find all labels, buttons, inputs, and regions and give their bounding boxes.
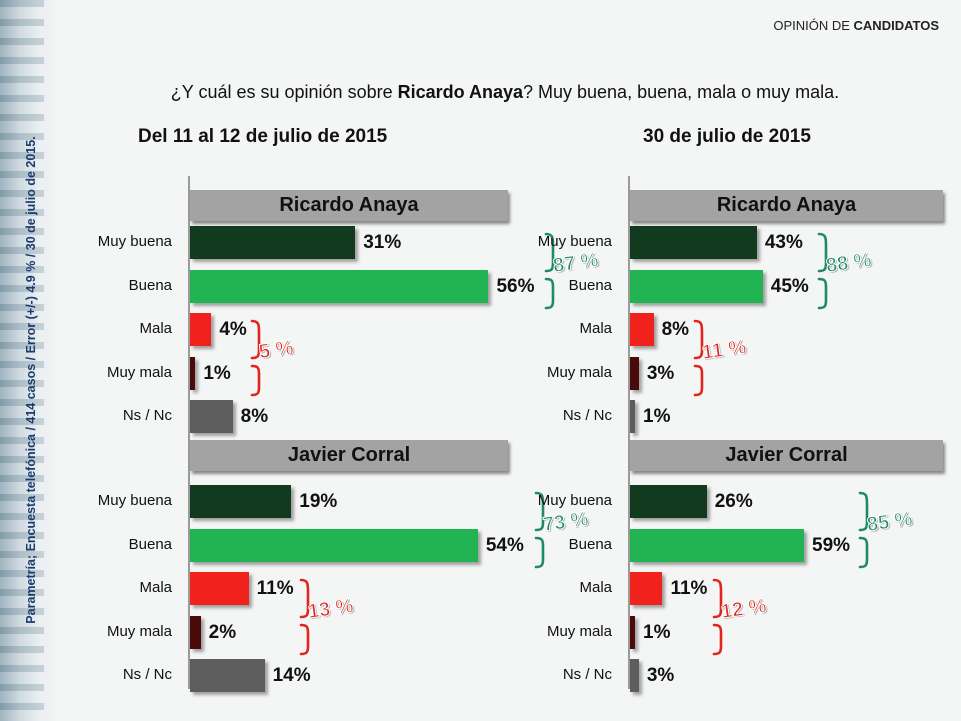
bar	[190, 528, 478, 562]
bar-value-label: 43%	[764, 232, 803, 253]
bar	[630, 269, 763, 303]
negative-total: 11 %	[700, 336, 748, 365]
bar-value-label: 2%	[208, 621, 237, 643]
value-axis	[628, 176, 630, 689]
bar-value-label: 45%	[770, 275, 809, 297]
bar	[630, 528, 805, 562]
category-label: Buena	[568, 535, 612, 553]
category-label: Mala	[139, 579, 172, 596]
category-label: Muy buena	[97, 233, 172, 250]
positive-total: 88 %	[824, 248, 873, 278]
period-title: 30 de julio de 2015	[643, 126, 811, 147]
bar	[190, 659, 265, 692]
question-text: ¿Y cuál es su opinión sobre Ricardo Anay…	[0, 82, 961, 103]
bar-value-label: 3%	[646, 362, 675, 384]
bar	[190, 313, 212, 346]
bar	[190, 269, 489, 303]
bar-value-label: 3%	[646, 665, 675, 686]
negative-brace	[693, 319, 703, 397]
positive-brace	[534, 491, 545, 569]
bar-value-label: 14%	[272, 665, 311, 686]
bar	[630, 400, 635, 433]
category-label: Ns / Nc	[562, 666, 612, 683]
category-label: Muy mala	[106, 363, 172, 381]
section-label: OPINIÓN DE CANDIDATOS	[773, 18, 939, 33]
positive-brace	[817, 232, 828, 310]
category-label: Buena	[568, 276, 612, 294]
category-label: Ns / Nc	[562, 407, 612, 424]
category-label: Muy buena	[537, 492, 612, 509]
question-candidate: Ricardo Anaya	[397, 82, 523, 102]
positive-total: 73 %	[541, 507, 590, 537]
category-label: Muy mala	[106, 622, 172, 640]
bar-value-label: 11%	[256, 578, 294, 599]
bar	[630, 572, 663, 605]
category-label: Buena	[128, 535, 172, 553]
bar-value-label: 56%	[496, 275, 535, 297]
section-label-prefix: OPINIÓN DE	[773, 18, 854, 33]
candidate-banner: Ricardo Anaya	[190, 190, 508, 221]
category-label: Muy buena	[537, 233, 612, 250]
question-suffix: ? Muy buena, buena, mala o muy mala.	[523, 82, 840, 102]
bar	[190, 356, 196, 390]
bar-value-label: 26%	[714, 491, 753, 512]
bar	[630, 356, 639, 390]
category-label: Mala	[579, 579, 612, 596]
bar-value-label: 8%	[661, 319, 690, 340]
question-prefix: ¿Y cuál es su opinión sobre	[170, 82, 398, 102]
negative-total: 13 %	[306, 594, 355, 624]
bar-value-label: 31%	[363, 232, 402, 253]
bar-value-label: 4%	[219, 319, 247, 340]
bar	[190, 226, 356, 259]
category-label: Mala	[139, 320, 172, 337]
bar	[190, 400, 233, 433]
category-label: Muy mala	[546, 622, 612, 640]
negative-brace	[251, 319, 261, 397]
negative-total: 12 %	[720, 594, 769, 624]
bar	[190, 572, 249, 605]
value-axis	[188, 176, 190, 689]
bar	[630, 485, 707, 518]
negative-total: 5 %	[257, 336, 296, 364]
bar-value-label: 19%	[299, 491, 338, 512]
candidate-banner: Javier Corral	[190, 440, 508, 471]
negative-brace	[713, 578, 723, 656]
decorative-sidebar	[0, 0, 56, 721]
candidate-banner: Ricardo Anaya	[630, 190, 943, 221]
bar	[630, 659, 639, 692]
positive-total: 85 %	[865, 507, 914, 537]
category-label: Buena	[128, 276, 172, 294]
bar-value-label: 1%	[643, 621, 671, 643]
section-label-bold: CANDIDATOS	[853, 18, 939, 33]
positive-total: 87 %	[552, 248, 601, 278]
category-label: Ns / Nc	[122, 666, 172, 683]
bar	[630, 615, 635, 649]
bar-value-label: 1%	[203, 362, 231, 384]
candidate-banner: Javier Corral	[630, 440, 943, 471]
bar-value-label: 11%	[670, 578, 708, 599]
bar-value-label: 54%	[485, 534, 524, 556]
bar	[630, 226, 757, 259]
category-label: Ns / Nc	[122, 407, 172, 424]
category-label: Muy buena	[97, 492, 172, 509]
bar	[190, 485, 292, 518]
category-label: Mala	[579, 320, 612, 337]
bar-value-label: 59%	[812, 534, 851, 556]
negative-brace	[299, 578, 309, 656]
bar	[630, 313, 654, 346]
bar-value-label: 8%	[240, 406, 269, 427]
positive-brace	[545, 232, 555, 310]
period-title: Del 11 al 12 de julio de 2015	[138, 126, 388, 147]
bar	[190, 615, 201, 649]
bar-value-label: 1%	[643, 406, 671, 427]
positive-brace	[858, 491, 869, 569]
category-label: Muy mala	[546, 363, 612, 381]
